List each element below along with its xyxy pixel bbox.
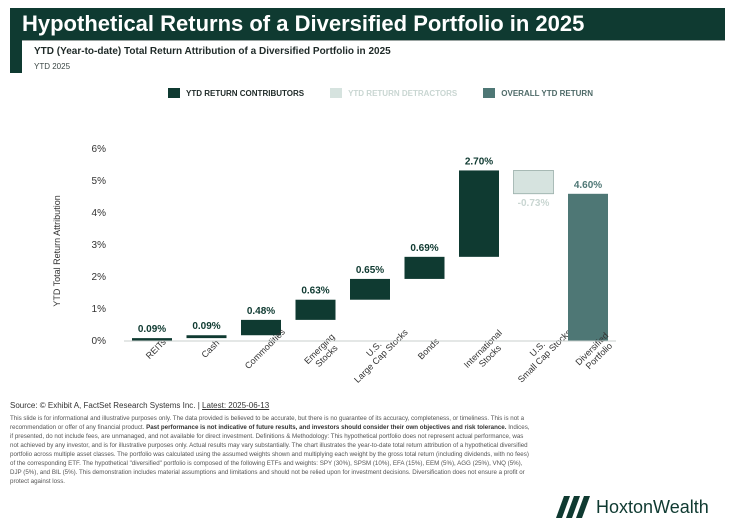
y-tick-label: 0% bbox=[92, 336, 107, 347]
data-label: 0.09% bbox=[138, 324, 166, 335]
data-label: 0.63% bbox=[301, 286, 329, 297]
data-label: 0.65% bbox=[356, 265, 384, 276]
disclaimer: This slide is for informational and illu… bbox=[10, 414, 530, 486]
legend-label-overall: OVERALL YTD RETURN bbox=[501, 88, 593, 98]
legend-swatch-contributors bbox=[168, 88, 180, 98]
data-label: 2.70% bbox=[465, 156, 493, 167]
source-line: Source: © Exhibit A, FactSet Research Sy… bbox=[10, 401, 269, 410]
source-text: Source: © Exhibit A, FactSet Research Sy… bbox=[10, 401, 203, 410]
data-label: 0.69% bbox=[410, 243, 438, 254]
title-divider bbox=[10, 40, 725, 41]
x-tick-label-line: Bonds bbox=[416, 336, 441, 361]
y-axis-title: YTD Total Return Attribution bbox=[52, 195, 62, 306]
disclaimer-text-1: This slide is for informational and illu… bbox=[10, 415, 525, 431]
x-tick-label-line: Large Cap Stocks bbox=[352, 327, 410, 385]
bar-u-s-large-cap-stocks bbox=[350, 278, 390, 300]
disclaimer-bold: Past performance is not indicative of fu… bbox=[146, 424, 507, 431]
x-tick-label: U.S.Small Cap Stocks bbox=[509, 320, 574, 385]
bar-cash bbox=[186, 335, 227, 339]
y-tick-label: 5% bbox=[92, 176, 107, 187]
x-tick-label: EmergingStocks bbox=[302, 332, 343, 373]
data-label: 0.48% bbox=[247, 306, 275, 317]
bar-emerging-stocks bbox=[295, 299, 336, 320]
legend-swatch-detractors bbox=[330, 88, 343, 98]
accent-bar bbox=[10, 40, 22, 73]
page-title: Hypothetical Returns of a Diversified Po… bbox=[10, 8, 725, 40]
bar-diversified-portfolio bbox=[568, 193, 608, 341]
chart-period: YTD 2025 bbox=[34, 62, 71, 71]
x-tick-label-line: Small Cap Stocks bbox=[516, 327, 574, 385]
data-label: 0.09% bbox=[192, 321, 220, 332]
legend-item-contributors: YTD RETURN CONTRIBUTORS bbox=[168, 88, 304, 98]
legend-swatch-overall bbox=[483, 88, 496, 98]
x-tick-label: InternationalStocks bbox=[462, 328, 511, 377]
y-tick-label: 3% bbox=[92, 240, 107, 251]
chart-subtitle: YTD (Year-to-date) Total Return Attribut… bbox=[34, 46, 391, 57]
chart-legend: YTD RETURN CONTRIBUTORS YTD RETURN DETRA… bbox=[168, 88, 593, 98]
disclaimer-text-2: Indices, if presented, do not include fe… bbox=[10, 424, 530, 485]
brand-logo: HoxtonWealth bbox=[556, 496, 709, 518]
x-tick-label: Bonds bbox=[416, 336, 441, 361]
bar-commodities bbox=[241, 319, 281, 336]
y-tick-label: 1% bbox=[92, 304, 107, 315]
data-label: 4.60% bbox=[574, 180, 602, 191]
legend-label-detractors: YTD RETURN DETRACTORS bbox=[348, 88, 458, 98]
logo-text: HoxtonWealth bbox=[596, 496, 709, 517]
source-date-link[interactable]: Latest: 2025-06-13 bbox=[202, 401, 270, 410]
bar-international-stocks bbox=[459, 170, 499, 257]
x-tick-label: U.S.Large Cap Stocks bbox=[345, 320, 410, 385]
y-tick-label: 2% bbox=[92, 272, 107, 283]
y-tick-label: 4% bbox=[92, 208, 107, 219]
legend-item-detractors: YTD RETURN DETRACTORS bbox=[330, 88, 457, 98]
legend-label-contributors: YTD RETURN CONTRIBUTORS bbox=[186, 88, 305, 98]
logo-mark-icon bbox=[556, 496, 590, 518]
bar-bonds bbox=[404, 256, 445, 279]
bar-u-s-small-cap-stocks bbox=[513, 170, 554, 195]
y-tick-label: 6% bbox=[92, 144, 107, 155]
data-label: -0.73% bbox=[518, 198, 550, 209]
waterfall-chart: YTD Total Return Attribution 0% 1% 2% 3% 4% 5%… bbox=[52, 144, 616, 385]
bar-reits bbox=[132, 338, 172, 341]
legend-item-overall: OVERALL YTD RETURN bbox=[483, 88, 593, 98]
